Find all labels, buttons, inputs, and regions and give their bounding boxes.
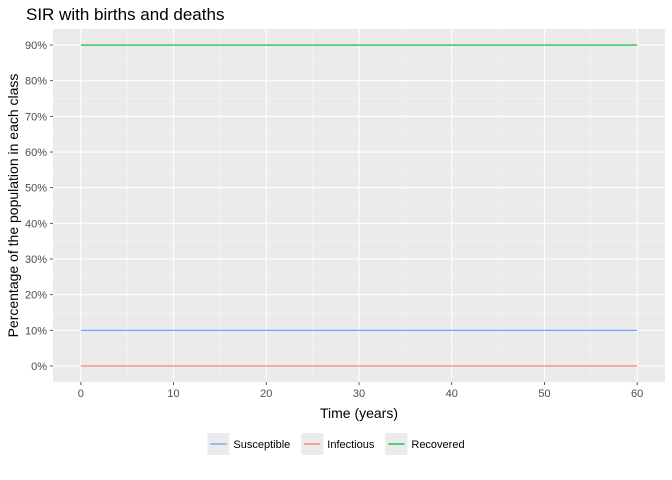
y-tick-label: 50% [25, 183, 47, 195]
x-tick-label: 60 [631, 388, 643, 400]
y-tick-label: 90% [25, 40, 47, 52]
y-axis: 0% 10% 20% 30% 40% 50% 60% 70% 80% 90% [25, 40, 53, 373]
x-tick-label: 10 [167, 388, 179, 400]
x-axis: 0 10 20 30 40 50 60 [78, 382, 643, 400]
legend-label-infectious: Infectious [327, 439, 375, 451]
x-tick-label: 50 [538, 388, 550, 400]
y-tick-label: 70% [25, 111, 47, 123]
y-tick-label: 10% [25, 325, 47, 337]
y-tick-label: 20% [25, 290, 47, 302]
x-tick-label: 0 [78, 388, 84, 400]
y-axis-label: Percentage of the population in each cla… [5, 74, 21, 338]
x-tick-label: 20 [260, 388, 272, 400]
legend-label-recovered: Recovered [411, 439, 464, 451]
series-lines [80, 44, 638, 367]
chart-title: SIR with births and deaths [26, 5, 224, 24]
y-tick-label: 80% [25, 76, 47, 88]
y-tick-label: 40% [25, 218, 47, 230]
y-tick-label: 30% [25, 254, 47, 266]
y-tick-label: 0% [31, 361, 47, 373]
y-tick-label: 60% [25, 147, 47, 159]
legend-label-susceptible: Susceptible [233, 439, 290, 451]
x-tick-label: 30 [353, 388, 365, 400]
x-tick-label: 40 [446, 388, 458, 400]
legend: Susceptible Infectious Recovered [207, 433, 465, 455]
x-axis-label: Time (years) [320, 405, 398, 421]
